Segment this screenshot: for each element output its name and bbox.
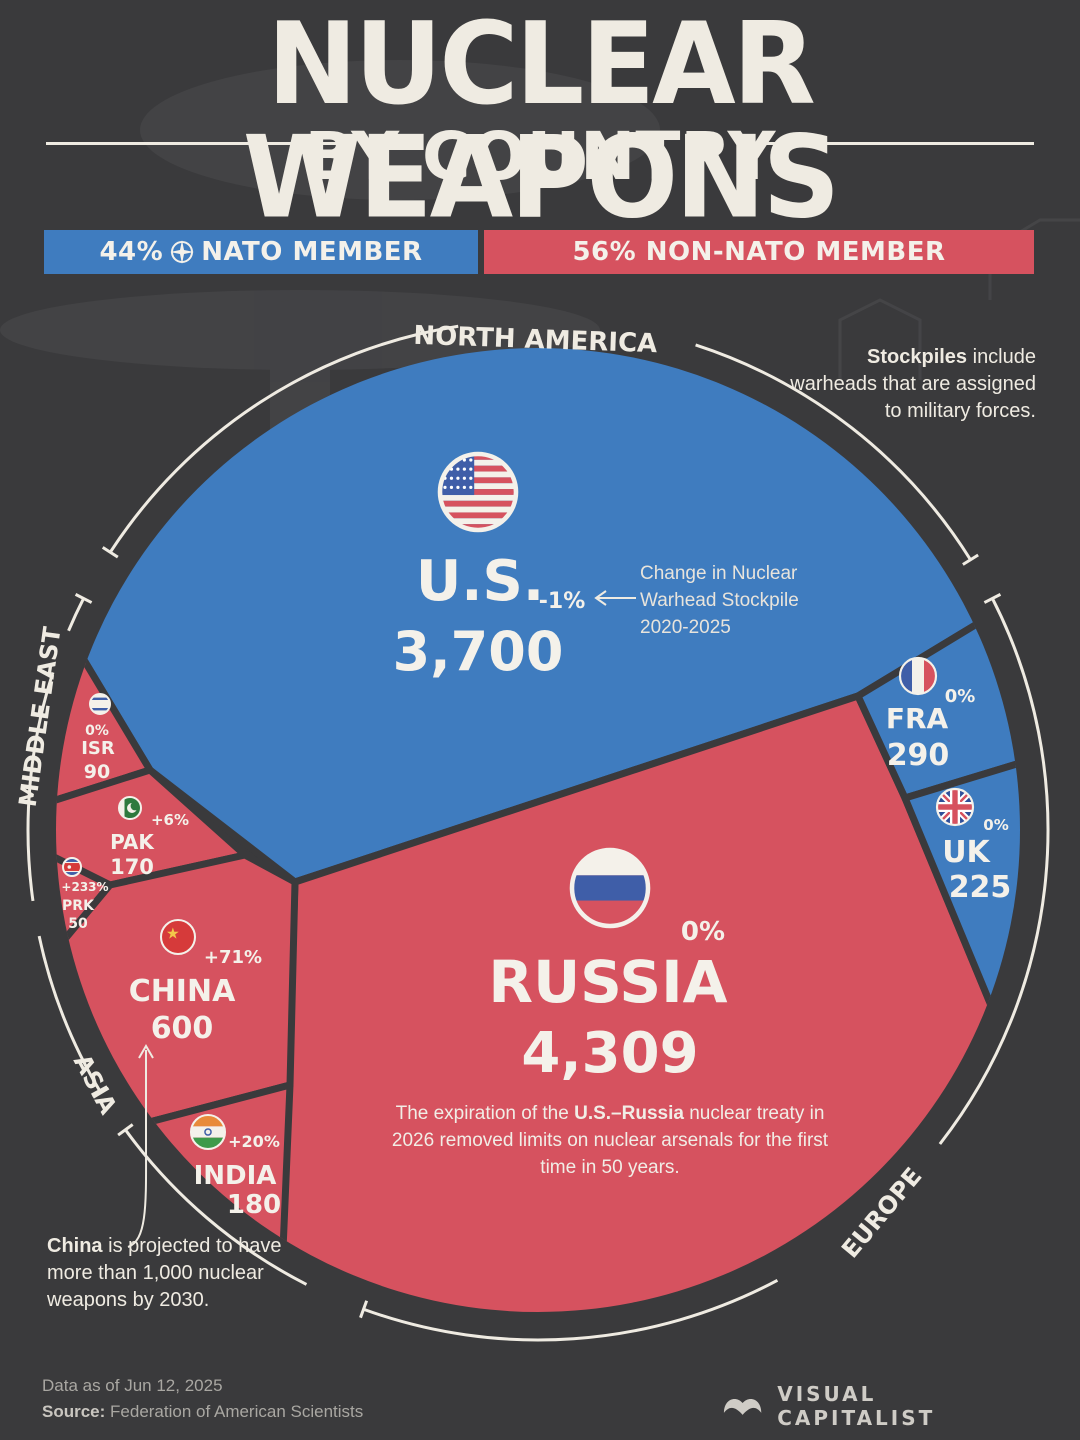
label-china-value: 600 [151,1011,214,1046]
label-pak-name: PAK [110,830,155,854]
label-china-name: CHINA [129,974,236,1009]
label-prk-change: +233% [61,880,108,894]
russia-flag-icon [569,847,651,929]
label-isr-name: ISR [81,738,115,759]
title-rule-left [46,142,336,145]
china-flag-icon: ★ [159,918,197,956]
rim-arc [26,671,55,902]
brand-name: VISUAL CAPITALIST [777,1382,936,1430]
svg-text:★: ★ [166,925,180,943]
label-india-value: 180 [227,1190,281,1220]
label-russia-change: 0% [681,917,725,947]
page-subtitle: BY COUNTRY [304,118,776,195]
rim-tick [74,593,93,604]
rim-arc [67,597,85,632]
cell-uk [901,756,1020,1019]
france-flag-icon [898,656,938,696]
rim-tick [359,1300,369,1319]
visual-capitalist-logo-icon [723,1399,762,1415]
israel-flag-icon [89,693,111,715]
title-rule-right [744,142,1034,145]
label-russia-value: 4,309 [521,1021,698,1086]
nato-compass-icon [170,240,195,264]
china-arrow [127,1044,154,1248]
pakistan-flag-icon [118,796,142,820]
legend-nato-pct: 44% [99,237,164,267]
label-fra-name: FRA [886,702,949,735]
label-china-change: +71% [204,947,262,968]
source-text: Federation of American Scientists [105,1402,364,1421]
label-isr-value: 90 [84,761,110,783]
label-india-name: INDIA [194,1161,277,1191]
stockpiles-note-text: include warheads that are assigned to mi… [790,346,1036,422]
label-pak-value: 170 [110,855,154,879]
treaty-note: The expiration of the U.S.–Russia nuclea… [390,1100,830,1181]
us-flag-icon [437,451,519,533]
label-uk-value: 225 [949,870,1012,905]
page-title: NUCLEAR WEAPONS [242,0,841,244]
region-label-asia: ASIA [68,1050,123,1119]
label-us-value: 3,700 [393,620,564,683]
rim-tick [962,553,979,566]
stockpiles-note-bold: Stockpiles [867,346,968,368]
label-isr-change: 0% [85,723,109,739]
label-us-change: -1% [539,589,585,614]
india-flag-icon [189,1113,227,1151]
rim-tick [117,1123,134,1137]
china-note-text: is projected to have more than 1,000 nuc… [47,1235,282,1311]
legend-non-nato-label: NON-NATO MEMBER [645,237,946,267]
treaty-note-post: nuclear treaty in 2026 removed limits on… [391,1103,829,1178]
rim-tick [92,1086,110,1099]
rim-arc [124,1128,308,1286]
source-line: Source: Federation of American Scientist… [42,1402,363,1422]
label-uk-change: 0% [983,816,1008,834]
rim-arc [938,597,1050,1145]
legend-non-nato-pct: 56% [572,237,637,267]
source-label: Source: [42,1402,106,1421]
legend-non-nato: 56% NON-NATO MEMBER [484,230,1034,274]
label-india-change: +20% [228,1132,280,1151]
china-note-bold: China [47,1235,103,1257]
label-us-name: U.S. [416,549,544,614]
china-note: China is projected to have more than 1,0… [47,1233,327,1314]
region-label-north-america: NORTH AMERICA [413,321,658,359]
rim-arc [37,935,103,1094]
legend-nato: 44% NATO MEMBER [44,230,478,274]
legend-nato-label: NATO MEMBER [201,237,423,267]
rim-tick [101,546,119,559]
label-prk-value: 50 [68,916,88,932]
data-date: Data as of Jun 12, 2025 [42,1376,223,1395]
rim-tick [983,593,1002,604]
north-korea-flag-icon [62,857,82,877]
label-pak-change: +6% [151,811,189,829]
voronoi-cells [56,348,1020,1312]
rim-arc [109,324,459,554]
uk-flag-icon [935,787,975,827]
label-uk-name: UK [942,835,991,870]
stockpiles-note: Stockpiles include warheads that are ass… [776,344,1036,425]
label-prk-name: PRK [62,898,95,914]
label-russia-name: RUSSIA [488,948,727,1016]
brand-logo: VISUAL CAPITALIST [720,1382,1040,1430]
change-arrow [594,590,636,606]
rim-arc [363,1278,779,1342]
treaty-note-bold: U.S.–Russia [574,1103,684,1124]
rim-arc [695,343,972,561]
label-fra-change: 0% [945,686,976,707]
change-annotation: Change in Nuclear Warhead Stockpile 2020… [640,563,799,638]
label-fra-value: 290 [887,738,950,773]
treaty-note-pre: The expiration of the [395,1103,575,1124]
